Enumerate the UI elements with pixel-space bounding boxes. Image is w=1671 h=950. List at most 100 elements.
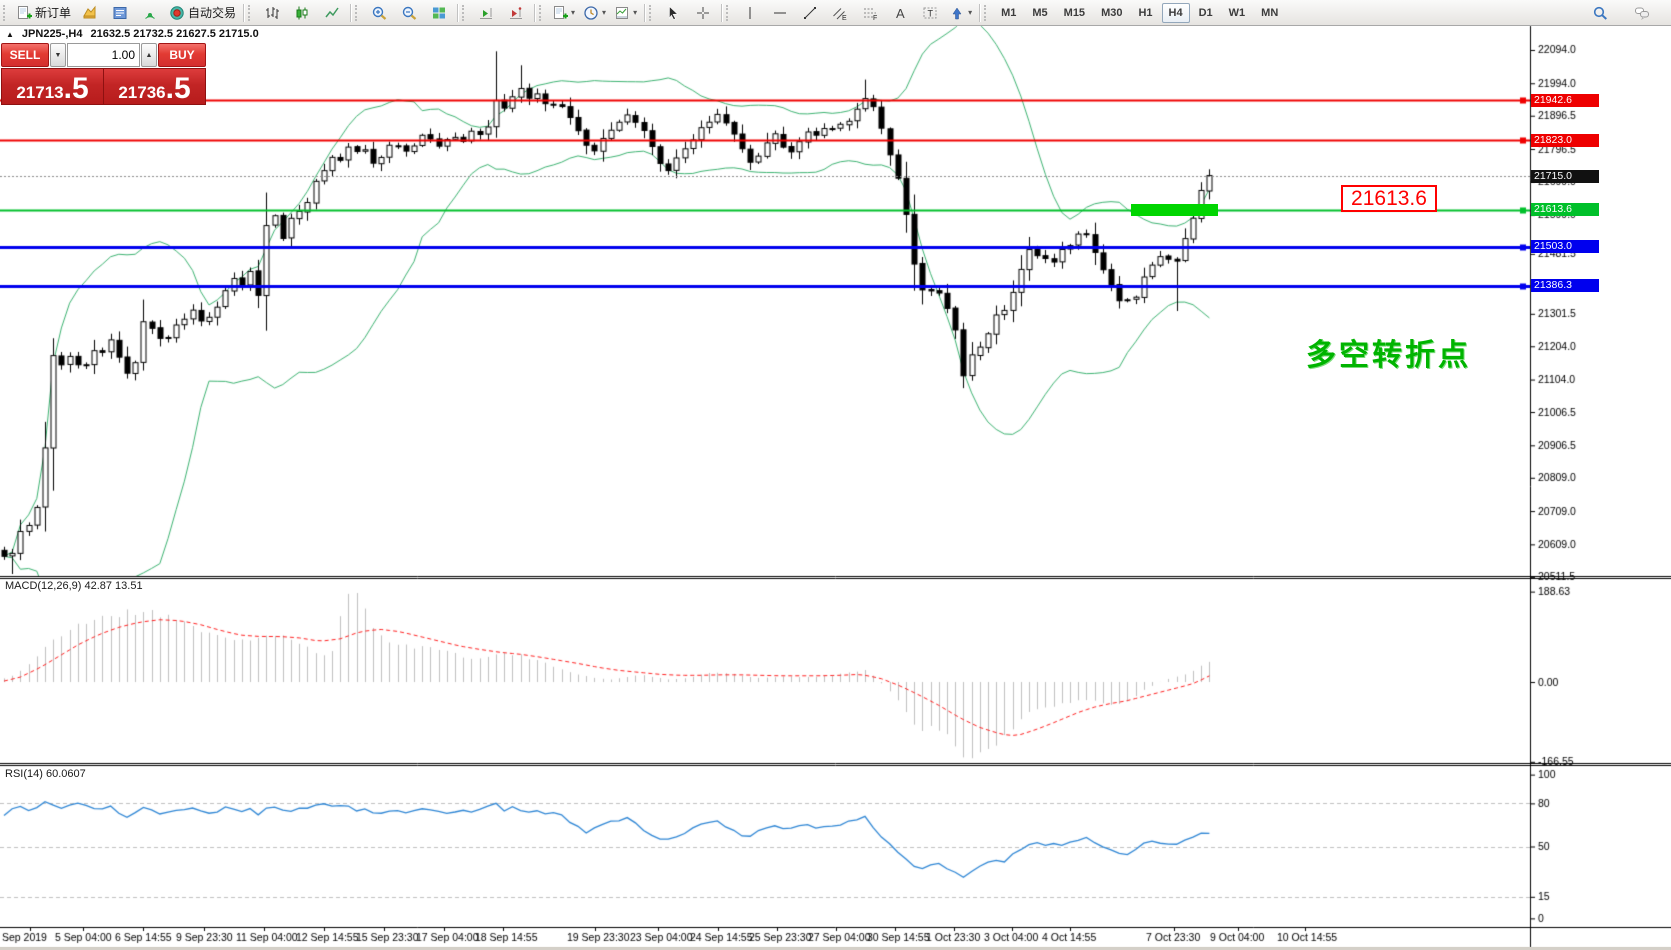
chevron-down-icon: ▾ xyxy=(968,8,973,17)
fibonacci-retracement-button[interactable]: F xyxy=(855,1,885,24)
chevron-down-icon: ▾ xyxy=(633,8,638,17)
zoom-in-button[interactable] xyxy=(364,1,394,24)
text-label-button[interactable]: T xyxy=(915,1,945,24)
price-badge: 21503.0 xyxy=(1531,240,1599,254)
zoom-out-icon xyxy=(401,5,417,21)
chart-annotation-text[interactable]: 多空转折点 xyxy=(1306,339,1471,372)
text-label-icon: T xyxy=(922,5,938,21)
templates-button[interactable]: ▾ xyxy=(610,1,641,24)
timeframe-d1-button[interactable]: D1 xyxy=(1198,6,1213,19)
data-window-button[interactable] xyxy=(105,1,135,24)
indicators-list-button[interactable]: ▾ xyxy=(548,1,579,24)
equidistant-channel-button[interactable]: E xyxy=(825,1,855,24)
price-badge: 21942.6 xyxy=(1531,93,1599,107)
toolbar-separator xyxy=(243,3,245,22)
text-button[interactable]: A xyxy=(885,1,915,24)
periods-icon xyxy=(583,5,599,21)
highlight-zone[interactable] xyxy=(1131,203,1218,216)
toolbar-grip[interactable] xyxy=(726,4,732,21)
autotrading-button[interactable]: 自动交易 xyxy=(165,1,240,24)
price-badge: 21715.0 xyxy=(1531,169,1599,183)
symbol-info: ▲ JPN225-,H4 21632.5 21732.5 21627.5 217… xyxy=(6,28,259,40)
toolbar-grip[interactable] xyxy=(462,4,468,21)
horizontal-line-button[interactable] xyxy=(765,1,795,24)
toolbar-grip[interactable] xyxy=(649,4,655,21)
sell-price[interactable]: 21713 .5 xyxy=(2,69,103,104)
periods-button[interactable]: ▾ xyxy=(579,1,610,24)
arrows-button[interactable]: ▾ xyxy=(945,1,976,24)
toolbar-grip[interactable] xyxy=(3,4,9,21)
profiles-button[interactable] xyxy=(75,1,105,24)
volume-increase-button[interactable]: ▲ xyxy=(141,43,157,67)
svg-text:E: E xyxy=(842,15,847,21)
fibonacci-retracement-icon: F xyxy=(862,5,878,22)
signals-button[interactable] xyxy=(135,1,165,24)
candlestick-chart-button[interactable] xyxy=(287,1,317,24)
crosshair-button[interactable] xyxy=(688,1,718,24)
arrows-icon xyxy=(949,5,965,21)
collapse-arrow-icon[interactable]: ▲ xyxy=(6,29,14,39)
auto-scroll-button[interactable] xyxy=(471,1,501,24)
toolbar-separator xyxy=(721,3,723,22)
vertical-line-icon xyxy=(742,5,758,21)
buy-price-dec: .5 xyxy=(165,72,191,105)
chevron-down-icon: ▾ xyxy=(602,8,607,17)
cursor-button[interactable] xyxy=(658,1,688,24)
profiles-icon xyxy=(82,5,98,21)
toolbar-grip[interactable] xyxy=(539,4,545,21)
indicators-list-icon xyxy=(552,5,569,21)
autotrading-icon xyxy=(169,5,185,21)
timeframe-m5-button[interactable]: M5 xyxy=(1032,6,1048,19)
sell-button[interactable]: SELL xyxy=(1,43,49,67)
timeframe-m15-button[interactable]: M15 xyxy=(1063,6,1086,19)
line-chart-button[interactable] xyxy=(317,1,347,24)
volume-input[interactable] xyxy=(67,43,140,67)
bar-chart-button[interactable] xyxy=(257,1,287,24)
zoom-out-button[interactable] xyxy=(394,1,424,24)
chart-shift-button[interactable] xyxy=(501,1,531,24)
toolbar-grip[interactable] xyxy=(984,4,990,21)
cursor-icon xyxy=(665,5,681,21)
chevron-down-icon: ▾ xyxy=(571,8,576,17)
new-order-button[interactable]: 新订单 xyxy=(12,1,75,24)
sell-price-dec: .5 xyxy=(63,72,89,105)
timeframe-h1-button[interactable]: H1 xyxy=(1138,6,1153,19)
timeframe-mn-button[interactable]: MN xyxy=(1261,6,1279,19)
symbol-name: JPN225-,H4 xyxy=(21,28,83,40)
chat-button[interactable] xyxy=(1627,1,1657,24)
trade-prices-row: 21713 .5 21736 .5 xyxy=(1,68,206,105)
vertical-line-button[interactable] xyxy=(735,1,765,24)
buy-price[interactable]: 21736 .5 xyxy=(104,69,205,104)
sell-price-int: 21713 xyxy=(16,83,64,102)
new-order-label: 新订单 xyxy=(35,6,72,20)
rsi-indicator-label: RSI(14) 60.0607 xyxy=(5,768,86,780)
templates-icon xyxy=(614,5,630,21)
search-button[interactable] xyxy=(1585,1,1615,24)
autotrading-label: 自动交易 xyxy=(188,6,237,20)
timeframe-h4-button[interactable]: H4 xyxy=(1161,2,1190,23)
toolbar-right xyxy=(1585,1,1657,24)
svg-text:T: T xyxy=(928,8,934,18)
timeframe-m1-button[interactable]: M1 xyxy=(1001,6,1017,19)
price-level-callout[interactable]: 21613.6 xyxy=(1341,185,1437,212)
price-badge: 21386.3 xyxy=(1531,279,1599,293)
tile-windows-button[interactable] xyxy=(424,1,454,24)
svg-text:A: A xyxy=(896,6,905,21)
bar-chart-icon xyxy=(264,5,280,21)
timeframe-m30-button[interactable]: M30 xyxy=(1101,6,1123,19)
buy-button[interactable]: BUY xyxy=(158,43,206,67)
toolbar-grip[interactable] xyxy=(248,4,254,21)
toolbar: 新订单 自动交易 ▾ ▾ ▾ E F A T ▾ M1 M5 M15 M30 H1 H4 D1 W1 MN xyxy=(0,0,1671,26)
volume-decrease-button[interactable]: ▼ xyxy=(50,43,66,67)
trade-controls-row: SELL ▼ ▲ BUY xyxy=(1,43,206,67)
timeframe-w1-button[interactable]: W1 xyxy=(1228,6,1246,19)
horizontal-line-icon xyxy=(772,5,788,21)
trendline-button[interactable] xyxy=(795,1,825,24)
candlestick-chart-icon xyxy=(294,5,310,21)
svg-text:F: F xyxy=(873,15,877,21)
crosshair-icon xyxy=(695,5,711,21)
toolbar-grip[interactable] xyxy=(355,4,361,21)
